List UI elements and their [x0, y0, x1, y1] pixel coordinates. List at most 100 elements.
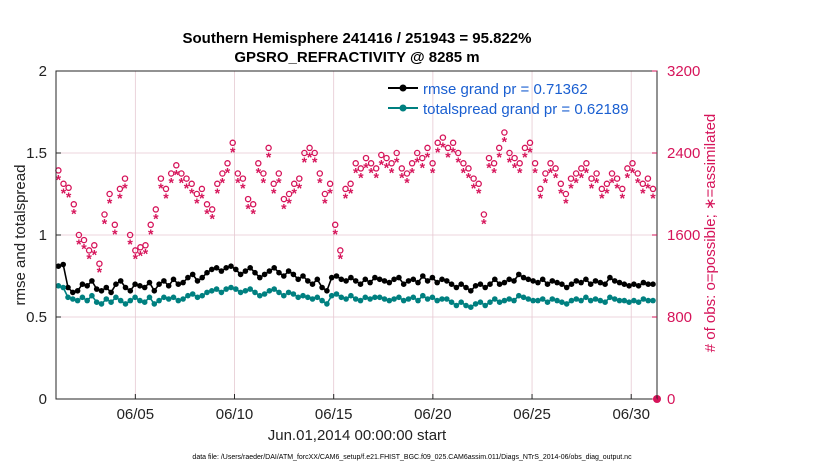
obs-possible-marker — [367, 160, 375, 167]
series-point — [132, 294, 138, 301]
obs-assimilated-marker: * — [543, 175, 549, 191]
obs-possible-marker — [547, 160, 554, 167]
obs-possible-marker — [316, 170, 324, 177]
series-point — [180, 279, 186, 286]
obs-possible-marker — [214, 180, 221, 188]
obs-assimilated-marker: * — [420, 159, 426, 175]
series-point — [271, 265, 278, 271]
obs-possible-marker — [347, 180, 354, 188]
obs-assimilated-marker: * — [322, 195, 328, 211]
series-point — [544, 299, 551, 306]
series-point — [117, 297, 124, 304]
obs-possible-marker — [449, 139, 457, 147]
series-point — [501, 279, 508, 286]
obs-possible-marker — [249, 201, 257, 208]
series-point — [472, 283, 479, 289]
series-point — [626, 283, 632, 289]
series-point — [348, 292, 354, 299]
obs-possible-marker — [116, 185, 124, 193]
series-point — [309, 281, 316, 288]
series-point — [453, 284, 460, 291]
legend-spread-label: totalspread grand pr = 0.62189 — [423, 101, 629, 118]
series-point — [60, 261, 66, 268]
obs-assimilated-marker: * — [640, 185, 646, 201]
obs-assimilated-marker: * — [250, 206, 256, 222]
series-point — [645, 281, 651, 288]
obs-assimilated-marker: * — [143, 245, 149, 261]
series-point — [516, 292, 522, 299]
series-point — [247, 265, 253, 271]
obs-assimilated-marker: * — [584, 165, 590, 181]
obs-possible-marker — [511, 154, 518, 162]
obs-possible-marker — [229, 139, 236, 147]
series-point — [487, 281, 493, 288]
obs-assimilated-marker: * — [168, 175, 174, 191]
series-point — [549, 296, 556, 302]
x-tick-label: 06/05 — [117, 406, 155, 423]
obs-assimilated-marker: * — [271, 185, 277, 201]
obs-possible-marker — [65, 184, 72, 192]
obs-assimilated-marker: * — [450, 144, 456, 160]
obs-assimilated-marker: * — [307, 149, 313, 165]
series-point — [539, 276, 546, 283]
obs-assimilated-marker: * — [199, 190, 205, 206]
obs-possible-marker — [70, 201, 78, 208]
grid — [56, 71, 657, 399]
series-point — [151, 301, 158, 307]
series-point — [137, 283, 143, 289]
obs-possible-marker — [167, 170, 175, 177]
obs-assimilated-marker: * — [261, 175, 267, 191]
series-point — [549, 278, 556, 284]
series-point — [563, 301, 570, 307]
series-point — [103, 284, 110, 291]
series-point — [405, 278, 412, 284]
series-point — [247, 286, 253, 292]
obs-possible-marker — [434, 139, 441, 147]
obs-possible-marker — [357, 165, 365, 172]
obs-possible-marker — [362, 154, 370, 162]
series-point — [448, 299, 455, 306]
obs-assimilated-marker: * — [445, 149, 451, 165]
obs-assimilated-marker: * — [256, 165, 262, 181]
obs-assimilated-marker: * — [102, 216, 108, 232]
series-point — [458, 281, 465, 288]
obs-possible-marker — [96, 260, 103, 267]
obs-possible-marker — [495, 144, 503, 152]
series-point — [477, 281, 484, 288]
obs-assimilated-marker: * — [107, 195, 113, 211]
obs-assimilated-marker: * — [189, 185, 195, 201]
series-point — [156, 281, 162, 288]
obs-possible-marker — [326, 180, 334, 188]
series-point — [223, 286, 229, 292]
obs-possible-marker — [444, 144, 452, 152]
series-point — [362, 276, 369, 283]
series-point — [597, 297, 604, 304]
series-point — [367, 296, 373, 302]
series-point — [429, 274, 436, 281]
series-point — [578, 297, 584, 304]
series-point — [343, 296, 349, 302]
series-point — [199, 292, 205, 299]
obs-possible-marker — [239, 175, 247, 182]
series-point — [434, 279, 441, 286]
obs-assimilated-marker: * — [404, 175, 410, 191]
chart-title-line2: GPSRO_REFRACTIVITY @ 8285 m — [234, 49, 479, 66]
series-point — [391, 276, 397, 283]
series-point — [89, 278, 95, 284]
obs-possible-marker — [470, 175, 477, 182]
series-point — [233, 286, 239, 292]
obs-possible-marker — [578, 165, 585, 172]
series-point — [98, 288, 105, 294]
obs-assimilated-marker: * — [174, 167, 180, 183]
series-point — [611, 296, 618, 302]
obs-possible-marker — [301, 149, 308, 157]
obs-assimilated-marker: * — [133, 251, 139, 267]
obs-possible-marker — [388, 160, 395, 167]
obs-possible-marker — [85, 247, 93, 254]
obs-assimilated-marker: * — [491, 165, 497, 181]
obs-assimilated-marker: * — [384, 159, 390, 175]
series-point — [223, 265, 229, 271]
obs-assimilated-marker: * — [184, 180, 190, 196]
obs-assimilated-marker: * — [604, 185, 610, 201]
series-point — [309, 296, 316, 302]
